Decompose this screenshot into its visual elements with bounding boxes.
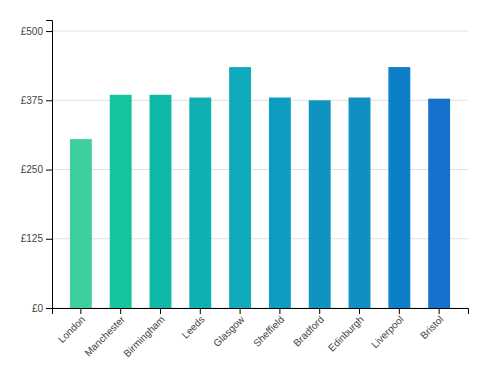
bar: [229, 67, 251, 308]
bar: [189, 98, 211, 308]
x-tick: Birmingham: [121, 308, 167, 359]
y-tick-label: £125: [21, 233, 44, 244]
bar: [110, 95, 132, 308]
y-tick-label: £250: [21, 164, 44, 175]
x-tick-label: Bristol: [418, 314, 445, 341]
y-tick-label: £375: [21, 95, 44, 106]
y-axis-line: [46, 21, 53, 309]
plot: £0£125£250£375£500LondonManchesterBirmin…: [21, 21, 469, 360]
x-tick-label: Edinburgh: [326, 314, 366, 354]
x-tick-label: Liverpool: [369, 314, 405, 350]
y-tick-mark: [46, 31, 52, 32]
bars: [70, 67, 450, 308]
bar: [70, 139, 92, 308]
x-tick: Edinburgh: [326, 308, 366, 354]
y-axis: £0 £125 £250 £375 £500: [21, 21, 53, 314]
x-tick-label: Birmingham: [121, 314, 167, 360]
y-tick: £0: [32, 303, 52, 314]
y-tick: £375: [21, 95, 52, 106]
x-tick: Leeds: [180, 308, 207, 341]
x-tick-mark: [359, 308, 360, 314]
x-tick-mark: [200, 308, 201, 314]
bar: [349, 98, 371, 308]
y-tick-mark: [46, 239, 52, 240]
x-tick: Bradford: [291, 308, 326, 349]
x-tick-mark: [399, 308, 400, 314]
x-tick-mark: [160, 308, 161, 314]
chart: £0£125£250£375£500LondonManchesterBirmin…: [0, 0, 488, 390]
y-tick: £500: [21, 26, 52, 37]
x-tick: Liverpool: [369, 308, 405, 350]
bar: [388, 67, 410, 308]
x-tick-mark: [240, 308, 241, 314]
x-tick-label: London: [56, 314, 87, 345]
y-tick-mark: [46, 100, 52, 101]
grid: [52, 31, 468, 308]
grid-line: [52, 31, 468, 32]
x-tick-mark: [279, 308, 280, 314]
x-tick: Bristol: [418, 308, 445, 341]
bar: [428, 99, 450, 308]
x-tick: London: [56, 308, 87, 345]
y-tick-label: £500: [21, 26, 44, 37]
x-tick-label: Leeds: [180, 314, 207, 341]
x-tick-label: Glasgow: [211, 313, 247, 349]
x-tick-mark: [319, 308, 320, 314]
x-tick-mark: [80, 308, 81, 314]
y-tick-mark: [46, 170, 52, 171]
x-tick: Glasgow: [211, 308, 247, 349]
x-tick: Sheffield: [251, 308, 286, 349]
x-tick-mark: [439, 308, 440, 314]
y-tick-label: £0: [32, 303, 44, 314]
x-axis: LondonManchesterBirminghamLeedsGlasgowSh…: [53, 308, 469, 359]
bar: [309, 100, 331, 308]
bar: [269, 98, 291, 308]
y-tick: £125: [21, 233, 52, 244]
x-tick-label: Sheffield: [251, 314, 286, 349]
x-axis-line: [53, 309, 469, 315]
y-tick: £250: [21, 164, 52, 175]
y-tick-mark: [46, 308, 52, 309]
x-tick-mark: [120, 308, 121, 314]
x-tick-label: Bradford: [291, 314, 326, 349]
bar: [150, 95, 172, 308]
